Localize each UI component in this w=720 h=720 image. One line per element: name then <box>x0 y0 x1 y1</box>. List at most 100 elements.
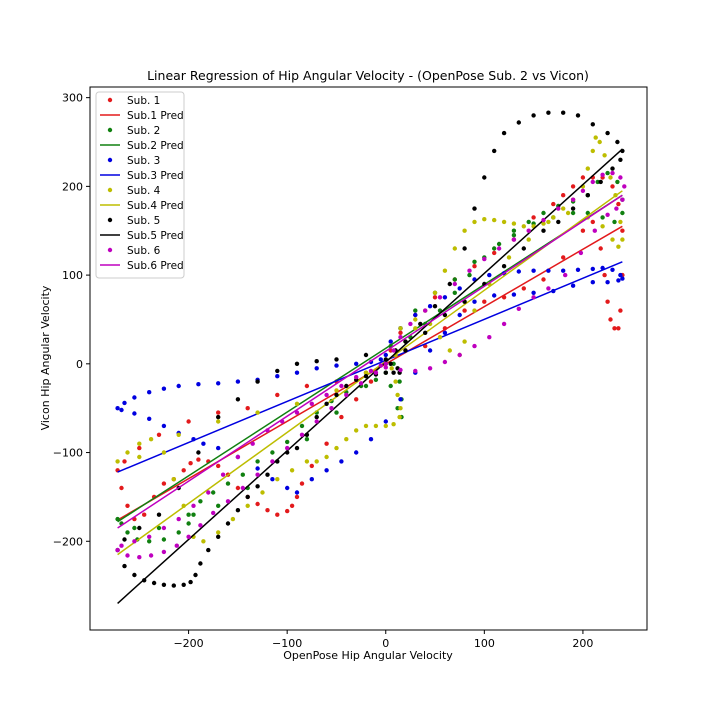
data-point <box>383 361 388 366</box>
data-point <box>472 299 477 304</box>
data-point <box>198 499 203 504</box>
data-point <box>132 572 137 578</box>
data-point <box>612 219 617 225</box>
data-point <box>432 290 438 295</box>
data-point <box>427 348 433 353</box>
x-tick-label: 0 <box>382 637 389 650</box>
data-point <box>487 272 492 278</box>
data-point <box>531 113 536 118</box>
data-point <box>585 166 590 171</box>
data-point <box>161 450 167 455</box>
series-4 <box>115 135 625 556</box>
legend-label: Sub.1 Pred <box>127 110 184 122</box>
y-tick-label: 200 <box>62 180 83 193</box>
data-point <box>541 221 546 226</box>
data-point <box>605 280 610 285</box>
data-point <box>551 215 556 220</box>
data-point <box>334 357 339 362</box>
data-point <box>395 392 400 398</box>
data-point <box>147 416 152 421</box>
data-point <box>590 280 595 285</box>
data-point <box>580 188 586 193</box>
data-point <box>225 499 231 504</box>
data-point <box>565 210 571 216</box>
data-point <box>598 179 603 185</box>
data-point <box>541 210 546 216</box>
data-point <box>398 397 403 402</box>
data-point <box>561 255 566 260</box>
data-point <box>206 547 211 553</box>
data-point <box>378 357 383 362</box>
data-point <box>324 401 329 406</box>
data-point <box>482 299 487 304</box>
data-point <box>373 370 379 375</box>
data-point <box>216 503 221 508</box>
data-point <box>501 219 507 225</box>
data-point <box>285 439 290 445</box>
data-point <box>546 110 551 115</box>
data-point <box>391 422 396 427</box>
data-point <box>193 572 198 578</box>
legend-label: Sub. 4 <box>127 185 161 197</box>
data-point <box>551 201 556 207</box>
data-point <box>531 268 536 273</box>
data-point <box>147 539 152 544</box>
data-point <box>309 463 314 469</box>
data-point <box>344 437 349 442</box>
data-point <box>593 135 598 140</box>
data-point <box>570 184 576 189</box>
data-point <box>610 170 615 176</box>
data-point <box>275 374 280 379</box>
data-point <box>442 330 448 335</box>
data-point <box>171 477 176 482</box>
data-point <box>176 432 181 437</box>
data-point <box>216 463 221 469</box>
data-point <box>329 406 334 411</box>
data-point <box>413 312 418 318</box>
data-point <box>225 521 231 526</box>
data-point <box>270 477 275 482</box>
data-point <box>358 381 364 386</box>
data-point <box>186 534 191 539</box>
data-point <box>161 549 167 555</box>
data-point <box>378 363 383 368</box>
data-point <box>472 206 477 211</box>
data-point <box>373 377 379 382</box>
data-point <box>115 547 120 553</box>
data-point <box>447 348 452 353</box>
data-point <box>339 383 344 389</box>
data-point <box>275 477 280 482</box>
data-point <box>122 400 127 406</box>
data-point <box>570 210 576 216</box>
data-point <box>304 459 310 464</box>
data-point <box>225 481 231 486</box>
data-point <box>161 582 167 587</box>
regression-line <box>117 194 623 529</box>
data-point <box>188 579 193 585</box>
data-point <box>452 246 457 251</box>
data-point <box>383 365 388 370</box>
data-point <box>122 459 127 464</box>
data-point <box>186 419 191 424</box>
data-point <box>137 445 142 451</box>
x-axis-label: OpenPose Hip Angular Velocity <box>283 649 453 662</box>
data-point <box>541 217 546 223</box>
data-point <box>265 472 270 477</box>
y-tick-label: 300 <box>62 92 83 105</box>
data-point <box>196 382 201 387</box>
legend-label: Sub.2 Pred <box>127 140 184 152</box>
data-point <box>191 503 196 508</box>
data-point <box>585 193 590 198</box>
legend-label: Sub. 2 <box>127 125 160 137</box>
data-point <box>230 516 236 522</box>
data-point <box>186 521 191 526</box>
x-tick-label: −100 <box>272 637 302 650</box>
data-point <box>125 530 130 535</box>
axis-ticks: −200 −100 0 100 200 −200 −100 0 100 200 300 <box>53 92 594 650</box>
data-point <box>511 292 517 297</box>
data-point <box>580 228 586 233</box>
data-point <box>255 410 260 415</box>
data-point <box>563 272 568 278</box>
data-point <box>216 419 221 424</box>
data-point <box>546 268 551 273</box>
